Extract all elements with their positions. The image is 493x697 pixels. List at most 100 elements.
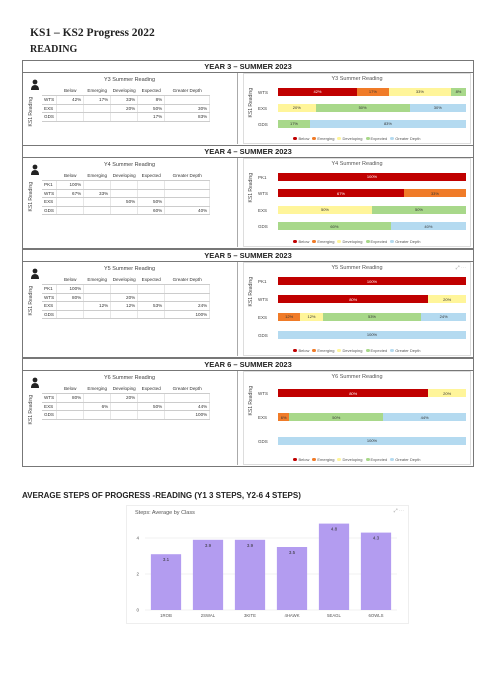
- reading-table-panel: KS1 Reading Y6 Summer Reading Below Emergin…: [24, 371, 238, 465]
- steps-bar: [150, 554, 182, 610]
- table-cell: [164, 293, 211, 302]
- column-header: Developing: [110, 275, 138, 285]
- table-cell: 44%: [164, 402, 211, 411]
- table-title: Y5 Summer Reading: [104, 266, 156, 272]
- column-header: Below: [56, 171, 84, 181]
- bar-segment-expected: 8%: [450, 87, 466, 96]
- table-cell: [110, 112, 139, 122]
- bar-row-label: GDS: [258, 332, 268, 338]
- table-cell: [56, 301, 85, 311]
- legend-swatch: [365, 240, 370, 243]
- table-cell: [164, 189, 211, 198]
- table-cell: 67%: [56, 189, 85, 198]
- table-cell: 24%: [164, 301, 211, 311]
- chart-legend: Below Emerging Developing Expected Greater D…: [244, 348, 470, 353]
- table-corner: [42, 86, 57, 96]
- legend-item: Greater Depth: [390, 239, 421, 244]
- bar-row-label: EXS: [258, 415, 268, 420]
- table-cell: [83, 310, 112, 319]
- table-cell: 17%: [83, 95, 112, 105]
- table-cell: 50%: [137, 104, 166, 113]
- legend-item: Emerging: [312, 136, 334, 141]
- stacked-bar-chart: Y3 Summer Reading KS1 Reading WTS 42% 17% 33%…: [243, 73, 471, 144]
- bar-segment-greater-depth: 100%: [278, 436, 466, 445]
- chart-legend: Below Emerging Developing Expected Greater D…: [244, 136, 470, 141]
- column-header: Developing: [110, 86, 138, 96]
- table-cell: 80%: [56, 393, 85, 403]
- bar-segment-emerging: 12%: [278, 312, 301, 321]
- column-header: Below: [56, 86, 84, 96]
- ks1-axis-label: KS1 Reading: [248, 88, 254, 118]
- table-cell: [56, 310, 85, 319]
- table-corner: [42, 171, 57, 181]
- bar-segment-expected: 50%: [289, 413, 384, 421]
- bar-row: 6% 50% 44%: [278, 413, 466, 421]
- bar-segment-below: 100%: [278, 277, 466, 286]
- bar-row: 20% 50% 30%: [278, 103, 466, 112]
- bar-row: 60% 40%: [278, 222, 466, 231]
- column-header: Below: [56, 275, 84, 285]
- legend-item: Developing: [337, 348, 363, 353]
- table-row: GDS 17% 83%: [42, 112, 211, 122]
- table-cell: [164, 393, 211, 403]
- table-cell: 100%: [56, 180, 85, 190]
- table-cell: 100%: [164, 310, 211, 319]
- bar-segment-greater-depth: 83%: [309, 119, 466, 128]
- steps-chart-panel: Steps: Average by Class ⤢ ⋯ 0 2 4 3.1 1ROB 3.…: [126, 505, 409, 624]
- table-row: EXS 12% 12% 53% 24%: [42, 301, 211, 311]
- legend-label: Emerging: [317, 136, 335, 141]
- chart-menu-icon[interactable]: ⤢ ⋯: [455, 265, 466, 271]
- table-cell: 20%: [110, 393, 139, 403]
- subject-heading: READING: [30, 44, 78, 55]
- legend-item: Below: [293, 457, 309, 462]
- steps-chart-title: Steps: Average by Class: [135, 510, 195, 516]
- legend-item: Expected: [365, 239, 387, 244]
- column-header: Emerging: [83, 171, 111, 181]
- legend-item: Developing: [337, 457, 363, 462]
- bar-segment-greater-depth: 44%: [383, 413, 466, 421]
- legend-swatch: [390, 240, 395, 243]
- legend-swatch: [390, 349, 395, 352]
- steps-bar: [234, 539, 266, 610]
- table-cell: [137, 310, 166, 319]
- row-label: WTS: [42, 189, 58, 198]
- legend-swatch: [365, 349, 370, 352]
- bar-row-label: EXS: [258, 314, 268, 320]
- legend-item: Expected: [365, 136, 387, 141]
- table-cell: [83, 393, 112, 403]
- bar-row: 67% 33%: [278, 189, 466, 198]
- bar-row: 17% 83%: [278, 119, 466, 128]
- bar-segment-developing: 50%: [278, 205, 372, 214]
- chart-menu-icon[interactable]: ⤢ ⋯: [393, 508, 404, 514]
- ks1-axis-label: KS1 Reading: [28, 97, 34, 127]
- row-label: EXS: [42, 402, 58, 411]
- bar-value-label: 4.3: [373, 536, 380, 541]
- table-row: WTS 67% 33%: [42, 189, 211, 198]
- table-cell: [137, 180, 166, 190]
- steps-bar: [318, 523, 350, 610]
- table-cell: 12%: [110, 301, 139, 311]
- table-row: EXS 6% 50% 44%: [42, 402, 211, 411]
- table-cell: [110, 310, 139, 319]
- legend-label: Greater Depth: [395, 136, 421, 141]
- bar-segment-expected: 17%: [278, 119, 310, 128]
- bar-row-label: WTS: [258, 391, 268, 397]
- y-tick-label: 4: [136, 536, 139, 541]
- chart-title: Y5 Summer Reading: [331, 265, 383, 271]
- bar-value-label: 3.9: [247, 543, 254, 548]
- reading-table-panel: KS1 Reading Y5 Summer Reading Below Emergin…: [24, 262, 238, 356]
- column-header: Emerging: [83, 86, 111, 96]
- table-cell: [83, 410, 112, 420]
- table-cell: 33%: [83, 189, 112, 198]
- year-header: YEAR 6 – SUMMER 2023: [23, 359, 473, 371]
- stacked-bar-chart: Y5 Summer Reading ⤢ ⋯ KS1 Reading PK1 100% WT…: [243, 262, 471, 356]
- table-cell: 53%: [137, 301, 166, 311]
- column-header: Expected: [137, 384, 165, 394]
- row-label: GDS: [42, 310, 58, 319]
- stacked-bar-chart: Y6 Summer Reading KS1 Reading WTS 80% 20% EXS…: [243, 371, 471, 465]
- row-label: EXS: [42, 197, 58, 207]
- table-cell: [137, 189, 166, 198]
- legend-label: Expected: [370, 348, 388, 353]
- column-header: Developing: [110, 384, 138, 394]
- bar-segment-emerging: 17%: [356, 87, 389, 96]
